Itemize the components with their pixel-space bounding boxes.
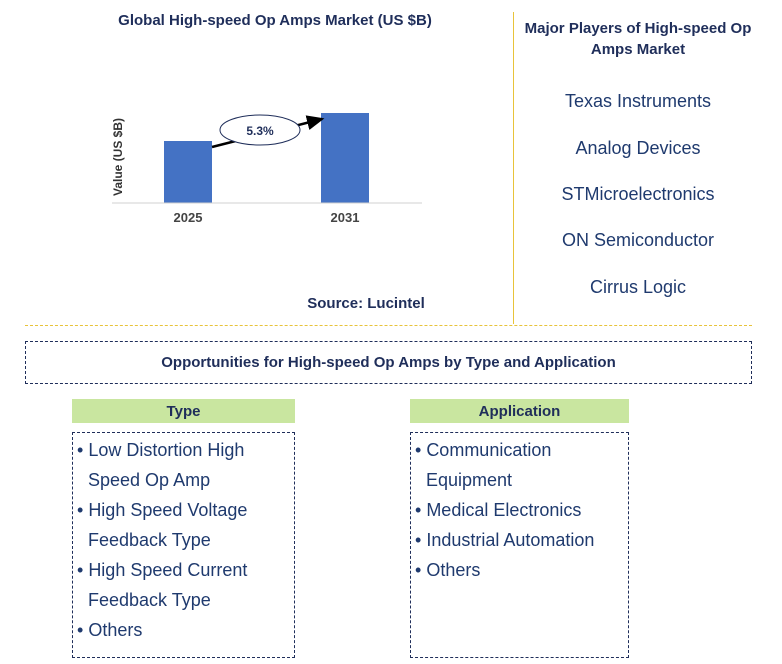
bar-chart: Value (US $B) 2025 2031 5.3%: [111, 113, 422, 225]
application-item: Others: [415, 555, 624, 585]
y-axis-label: Value (US $B): [111, 118, 125, 196]
type-item: Low Distortion High Speed Op Amp: [77, 435, 290, 495]
application-item: Medical Electronics: [415, 495, 624, 525]
type-list: Low Distortion High Speed Op Amp High Sp…: [72, 432, 295, 658]
opportunities-title: Opportunities for High-speed Op Amps by …: [25, 341, 752, 384]
application-heading: Application: [410, 399, 629, 423]
x-tick-label: 2031: [331, 210, 360, 225]
player-item: Cirrus Logic: [589, 277, 687, 297]
x-tick-label: 2025: [174, 210, 203, 225]
player-item: Texas Instruments: [564, 91, 712, 111]
application-item: Communication Equipment: [415, 435, 624, 495]
type-heading: Type: [72, 399, 295, 423]
horizontal-divider: [25, 325, 752, 326]
players-title: Major Players of High-speed Op Amps Mark…: [524, 20, 752, 58]
type-item: High Speed Current Feedback Type: [77, 555, 290, 615]
application-item: Industrial Automation: [415, 525, 624, 555]
cagr-bubble: [219, 114, 301, 146]
type-item: Others: [77, 615, 290, 645]
player-item: ON Semiconductor: [561, 230, 715, 250]
application-list: Communication Equipment Medical Electron…: [410, 432, 629, 658]
bar-2031: [321, 113, 369, 203]
player-item: STMicroelectronics: [561, 184, 715, 204]
player-item: Analog Devices: [575, 138, 701, 158]
type-item: High Speed Voltage Feedback Type: [77, 495, 290, 555]
source-label: Source: Lucintel: [307, 295, 425, 312]
chart-title: Global High-speed Op Amps Market (US $B): [118, 12, 432, 29]
vertical-divider: [513, 12, 514, 324]
bar-2025: [164, 141, 212, 203]
cagr-label: 5.3%: [246, 124, 274, 138]
